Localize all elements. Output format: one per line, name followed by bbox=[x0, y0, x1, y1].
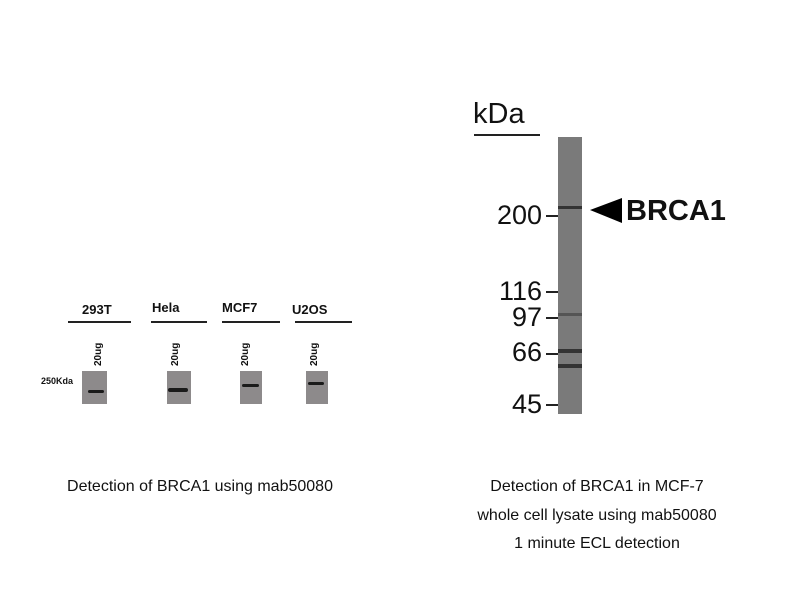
band bbox=[558, 364, 582, 368]
lane-label-293t: 293T bbox=[82, 302, 112, 317]
marker-tick bbox=[546, 353, 558, 355]
marker-tick bbox=[546, 317, 558, 319]
marker-66: 66 bbox=[511, 337, 542, 367]
amount-label: 20ug bbox=[170, 342, 181, 366]
marker-250kda: 250Kda bbox=[41, 376, 74, 386]
blot-u2os bbox=[306, 371, 328, 404]
right-caption-line-1: Detection of BRCA1 in MCF-7 bbox=[490, 478, 704, 495]
marker-tick bbox=[546, 291, 558, 293]
marker-200: 200 bbox=[496, 200, 542, 230]
blot-mcf7 bbox=[240, 371, 262, 404]
marker-tick bbox=[546, 215, 558, 217]
lane-underline bbox=[68, 321, 131, 323]
lane-label-u2os: U2OS bbox=[292, 302, 328, 317]
amount-label: 20ug bbox=[93, 342, 104, 366]
unit-underline bbox=[474, 134, 540, 136]
band-brca1 bbox=[558, 206, 582, 209]
lane-label-mcf7: MCF7 bbox=[222, 300, 258, 315]
lane-underline bbox=[151, 321, 207, 323]
marker-tick bbox=[546, 404, 558, 406]
lane-underline bbox=[222, 321, 280, 323]
gel-lane bbox=[558, 137, 582, 414]
marker-116: 116 bbox=[498, 276, 542, 306]
blot-hela bbox=[167, 371, 191, 404]
amount-label: 20ug bbox=[309, 342, 320, 366]
right-caption-line-2: whole cell lysate using mab50080 bbox=[477, 507, 717, 524]
marker-45: 45 bbox=[511, 389, 542, 419]
lane-label-hela: Hela bbox=[152, 300, 180, 315]
right-caption-line-3: 1 minute ECL detection bbox=[514, 535, 680, 552]
left-caption: Detection of BRCA1 using mab50080 bbox=[67, 478, 333, 495]
arrowhead-icon bbox=[590, 198, 622, 223]
blot-293t bbox=[82, 371, 107, 404]
band bbox=[558, 313, 582, 316]
marker-97: 97 bbox=[511, 302, 542, 332]
unit-label: kDa bbox=[473, 98, 525, 130]
lane-underline bbox=[295, 321, 352, 323]
amount-label: 20ug bbox=[240, 342, 251, 366]
target-label: BRCA1 bbox=[626, 195, 726, 227]
band bbox=[558, 349, 582, 353]
